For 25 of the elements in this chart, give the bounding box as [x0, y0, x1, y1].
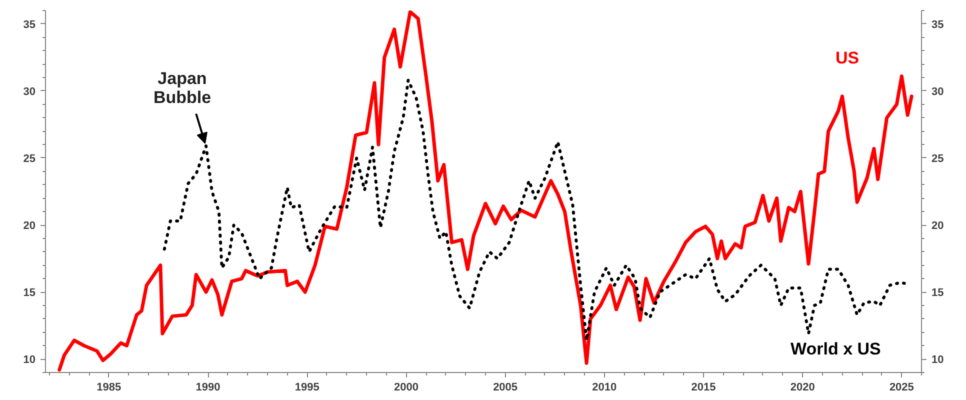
x-tick-label: 2005 — [493, 382, 518, 394]
y2-tick-label: 25 — [932, 152, 944, 165]
x-tick-label: 1990 — [196, 382, 220, 394]
y-tick-label: 30 — [23, 86, 36, 98]
line-series — [58, 10, 914, 372]
series-label: World x US — [790, 340, 881, 358]
y-tick-label: 35 — [23, 18, 36, 31]
y2-tick-label: 20 — [932, 220, 944, 232]
x-tick-label: 1995 — [294, 382, 320, 394]
y-tick-label: 10 — [23, 354, 36, 366]
x-tick-label: 2015 — [691, 382, 716, 394]
y2-tick-label: 15 — [932, 287, 944, 300]
y2-tick-label: 30 — [932, 86, 944, 98]
annotation: Japan Bubble — [153, 69, 212, 108]
x-tick-label: 2025 — [889, 382, 914, 394]
y2-tick-label: 10 — [932, 354, 944, 366]
y-tick-label: 15 — [23, 287, 36, 300]
series-label: US — [836, 48, 860, 68]
x-tick-label: 2010 — [592, 382, 617, 394]
y2-tick-label: 35 — [932, 18, 944, 31]
x-tick-label: 2020 — [790, 382, 815, 394]
y-tick-label: 25 — [23, 152, 36, 165]
x-tick-label: 1985 — [96, 382, 122, 394]
y-tick-label: 20 — [23, 220, 36, 232]
x-tick-label: 2000 — [394, 382, 418, 394]
